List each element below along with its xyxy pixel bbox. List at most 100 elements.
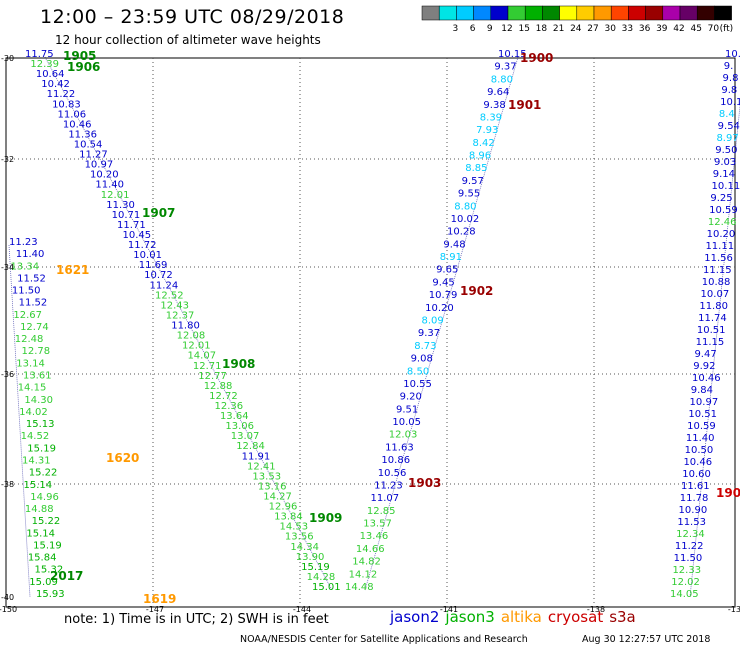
wave-height-value: 12.84 [236, 441, 265, 452]
time-marker-label: 1621 [56, 263, 89, 277]
wave-height-value: 13.16 [258, 481, 287, 492]
wave-height-value: 13.06 [225, 421, 254, 432]
wave-height-value: 15.13 [26, 419, 55, 430]
wave-height-value: 12.78 [22, 346, 51, 357]
scale-tick-label: 24 [570, 24, 582, 34]
wave-height-value: 14.96 [30, 492, 59, 503]
wave-height-value: 10.79 [429, 290, 458, 301]
wave-height-value: 9.37 [418, 328, 440, 339]
wave-height-value: 12.03 [389, 430, 418, 441]
wave-height-value: 11.56 [704, 253, 733, 264]
wave-height-value: 9.47 [694, 349, 716, 360]
wave-height-value: 10.59 [687, 421, 716, 432]
wave-height-value: 10.07 [701, 289, 730, 300]
legend-item-s3a: s3a [609, 608, 636, 626]
wave-height-value: 10.90 [679, 505, 708, 516]
scale-swatch [714, 5, 732, 21]
wave-height-value: 10.20 [90, 170, 119, 181]
wave-height-value: 12.41 [247, 461, 276, 472]
wave-height-value: 9.57 [462, 176, 484, 187]
wave-height-value: 11.53 [677, 517, 706, 528]
wave-height-value: 9.48 [443, 239, 465, 250]
time-marker-label: 1908 [222, 357, 255, 371]
wave-height-value: 10.02 [451, 214, 480, 225]
wave-height-value: 11.40 [16, 249, 45, 260]
scale-tick-label: 39 [656, 24, 668, 34]
wave-height-value: 12.72 [209, 391, 238, 402]
lon-tick-label: -147 [146, 605, 164, 614]
wave-height-value: 8.50 [407, 366, 429, 377]
wave-height-value: 9.14 [713, 169, 735, 180]
wave-height-value: 13.07 [231, 431, 260, 442]
wave-height-value: 15.32 [35, 565, 64, 576]
time-marker-label: 1909 [309, 511, 342, 525]
wave-height-value: 15.93 [36, 589, 65, 600]
wave-height-value: 10.45 [122, 230, 151, 241]
wave-height-value: 14.88 [25, 504, 54, 515]
satellite-legend: jason2 jason3 altika cryosat s3a [390, 608, 642, 626]
wave-height-value: 12.01 [101, 190, 130, 201]
credit-text: NOAA/NESDIS Center for Satellite Applica… [240, 634, 528, 645]
wave-height-value: 15.19 [301, 562, 330, 573]
wave-height-value: 8.42 [473, 138, 495, 149]
wave-height-value: 9.25 [710, 193, 732, 204]
wave-height-value: 7.93 [476, 125, 498, 136]
scale-tick-label: 27 [587, 24, 598, 34]
wave-height-value: 11.07 [371, 493, 400, 504]
wave-height-value: 10.51 [697, 325, 726, 336]
wave-height-value: 11.40 [95, 180, 124, 191]
wave-height-value: 9.38 [483, 100, 505, 111]
wave-height-value: 8.85 [465, 163, 487, 174]
wave-height-value: 8.96 [469, 151, 491, 162]
wave-height-value: 12.46 [708, 217, 737, 228]
lat-tick-label: -38 [1, 480, 14, 489]
wave-height-value: 12.88 [204, 381, 233, 392]
scale-tick-label: 15 [518, 24, 529, 34]
wave-height-value: 10.86 [381, 455, 410, 466]
wave-height-value: 13.14 [16, 358, 45, 369]
wave-height-value: 10.15 [498, 49, 527, 60]
lon-tick-label: -138 [587, 605, 605, 614]
wave-height-value: 14.27 [263, 491, 292, 502]
wave-height-value: 10.01 [133, 250, 162, 261]
scale-tick-label: 12 [501, 24, 512, 34]
time-marker-label: 190 [716, 486, 740, 500]
wave-height-value: 12.36 [215, 401, 244, 412]
wave-height-value: 8.97 [716, 133, 738, 144]
wave-height-value: 11.36 [68, 129, 97, 140]
wave-height-value: 11.22 [47, 89, 76, 100]
wave-height-value: 12.71 [193, 361, 222, 372]
wave-height-value: 9.54 [718, 121, 740, 132]
wave-height-value: 9.55 [458, 189, 480, 200]
wave-height-value: 14.05 [670, 589, 699, 600]
wave-height-value: 14.12 [349, 569, 378, 580]
wave-height-value: 11.24 [150, 280, 179, 291]
wave-height-value: 14.07 [187, 351, 216, 362]
wave-height-value: 15.84 [28, 553, 57, 564]
wave-height-value: 14.34 [290, 542, 319, 553]
wave-height-value: 9.37 [494, 62, 516, 73]
scale-tick-label: 45 [690, 24, 701, 34]
wave-height-value: 15.22 [29, 468, 58, 479]
wave-height-value: 11.74 [698, 313, 727, 324]
wave-height-value: 10.60 [682, 469, 711, 480]
wave-height-value: 10.20 [707, 229, 736, 240]
wave-height-value: 13.61 [23, 371, 52, 382]
wave-height-value: 12.52 [155, 290, 184, 301]
wave-height-value: 13.64 [220, 411, 249, 422]
wave-height-value: 10.11 [712, 181, 740, 192]
time-marker-label: 1906 [67, 60, 100, 74]
wave-height-value: 10.97 [85, 160, 114, 171]
legend-item-jason3: jason3 [445, 608, 495, 626]
lat-tick-label: -30 [1, 54, 14, 63]
lat-tick-label: -36 [1, 370, 14, 379]
wave-height-value: 11.06 [57, 109, 86, 120]
lat-tick-label: -34 [1, 263, 14, 272]
scale-tick-label: 9 [487, 24, 493, 34]
wave-height-value: 13.46 [360, 531, 389, 542]
wave-height-value: 15.09 [29, 577, 58, 588]
wave-height-value: 11.61 [681, 481, 710, 492]
scale-tick-label: 18 [536, 24, 548, 34]
ground-track-line [689, 102, 740, 598]
wave-height-value: 9.84 [691, 385, 713, 396]
